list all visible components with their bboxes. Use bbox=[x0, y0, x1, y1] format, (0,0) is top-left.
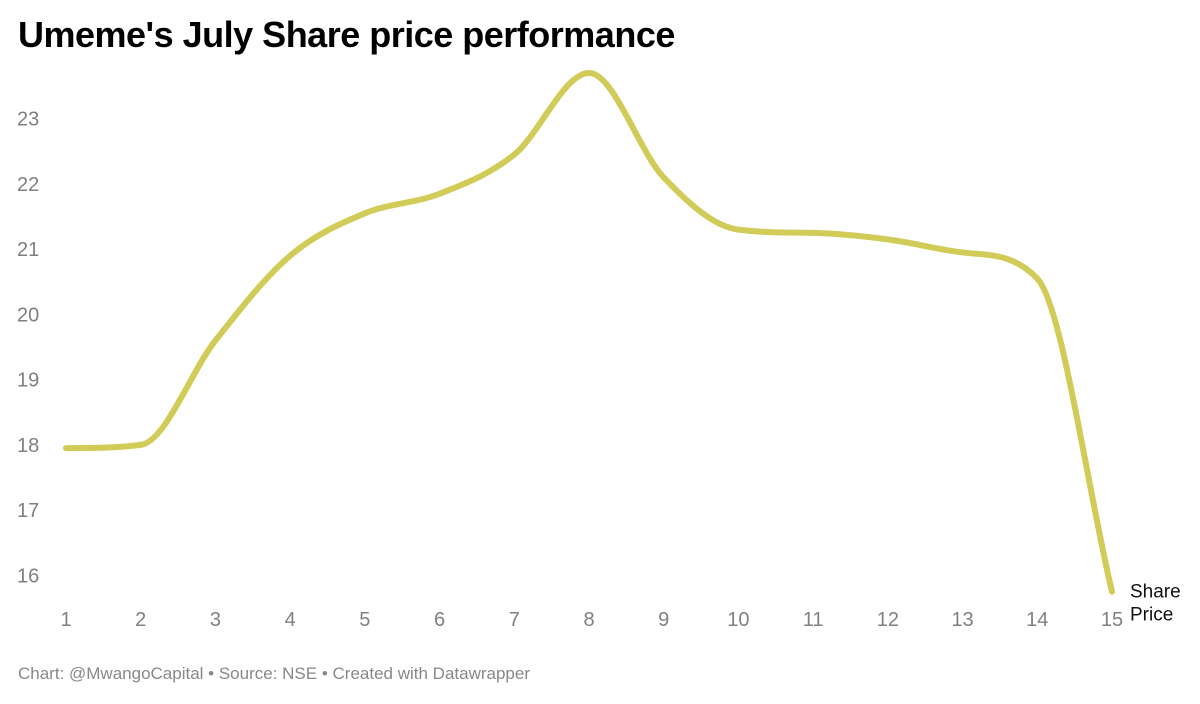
y-tick-label: 18 bbox=[17, 435, 39, 457]
series-label: Share Price bbox=[1130, 582, 1181, 626]
y-tick-label: 16 bbox=[17, 565, 39, 587]
x-tick-label: 13 bbox=[951, 609, 973, 631]
y-tick-label: 20 bbox=[17, 304, 39, 326]
x-tick-label: 7 bbox=[509, 609, 520, 631]
y-axis: 16 17 18 19 20 21 22 23 bbox=[17, 109, 39, 588]
series-group: Share Price bbox=[63, 70, 1181, 626]
series-line bbox=[63, 70, 1115, 595]
x-tick-label: 6 bbox=[434, 609, 445, 631]
x-tick-label: 8 bbox=[583, 609, 594, 631]
x-tick-label: 14 bbox=[1026, 609, 1048, 631]
y-tick-label: 19 bbox=[17, 370, 39, 392]
series-label-line: Share bbox=[1130, 582, 1181, 603]
x-tick-label: 3 bbox=[210, 609, 221, 631]
x-tick-label: 12 bbox=[877, 609, 899, 631]
x-tick-label: 1 bbox=[60, 609, 71, 631]
y-tick-label: 22 bbox=[17, 174, 39, 196]
x-tick-label: 10 bbox=[727, 609, 749, 631]
x-tick-label: 4 bbox=[285, 609, 296, 631]
y-tick-label: 23 bbox=[17, 109, 39, 131]
x-tick-label: 11 bbox=[803, 609, 824, 631]
x-axis: 1 2 3 4 5 6 7 8 9 10 11 12 13 14 15 bbox=[60, 609, 1123, 631]
x-tick-label: 15 bbox=[1101, 609, 1123, 631]
y-tick-label: 17 bbox=[17, 500, 39, 522]
chart-title: Umeme's July Share price performance bbox=[18, 14, 675, 55]
chart-footer: Chart: @MwangoCapital • Source: NSE • Cr… bbox=[18, 664, 530, 683]
x-tick-label: 9 bbox=[658, 609, 669, 631]
y-tick-label: 21 bbox=[17, 239, 39, 261]
series-label-line: Price bbox=[1130, 605, 1173, 626]
x-tick-label: 5 bbox=[359, 609, 370, 631]
x-tick-label: 2 bbox=[135, 609, 146, 631]
